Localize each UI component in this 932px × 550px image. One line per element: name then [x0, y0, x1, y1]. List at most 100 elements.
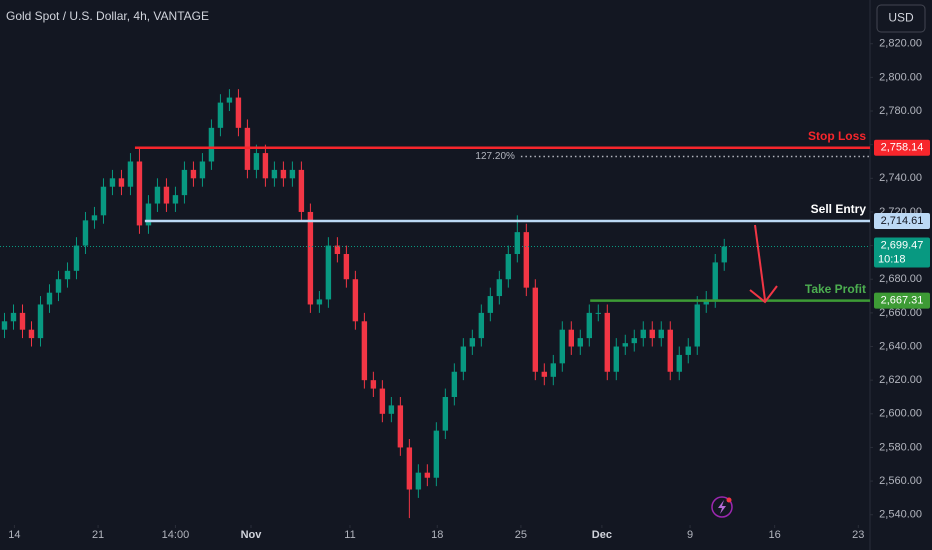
candle-body — [199, 161, 206, 179]
candle-body — [379, 388, 386, 414]
candle-body — [469, 338, 476, 347]
currency-label[interactable]: USD — [888, 11, 914, 25]
candle-body — [1, 321, 8, 330]
y-tick-label: 2,560.00 — [879, 475, 922, 487]
candle-body — [631, 338, 637, 344]
y-tick-label: 2,800.00 — [879, 71, 922, 83]
candle-body — [433, 430, 440, 478]
arrow-shaft — [754, 224, 766, 301]
candle-body — [568, 329, 575, 347]
icon-dot[interactable] — [726, 497, 732, 503]
candle-body — [154, 186, 161, 204]
candle-body — [649, 329, 655, 339]
y-tick-label: 2,740.00 — [879, 172, 922, 184]
candle-body — [361, 321, 368, 381]
candle-body — [388, 405, 395, 414]
candle-body — [64, 270, 71, 280]
candle-body — [289, 169, 296, 179]
candle-body — [37, 304, 44, 339]
candle-body — [523, 232, 530, 288]
level-tag-label: 2,667.31 — [881, 294, 924, 306]
candle-body — [46, 292, 53, 305]
candle-body — [325, 245, 332, 300]
candle-body — [145, 203, 152, 226]
candle-body — [577, 338, 583, 347]
candle-body — [91, 215, 98, 221]
level-name: Stop Loss — [808, 129, 866, 143]
candle-body — [406, 447, 413, 490]
icon-bolt[interactable] — [718, 500, 726, 514]
candle-body — [541, 371, 548, 377]
candle-body — [163, 186, 170, 204]
candle-body — [10, 312, 17, 322]
candle-body — [82, 220, 89, 246]
candle-body — [172, 195, 179, 204]
plot: 127.20% Stop Loss Sell Entry Take Profit — [0, 89, 870, 519]
currency-button-frame[interactable] — [876, 4, 926, 33]
candle-body — [28, 329, 35, 339]
level-tag-label: 2,758.14 — [881, 142, 924, 154]
last-price-tag — [874, 237, 930, 268]
candle-body — [235, 97, 242, 128]
y-tick-label: 2,600.00 — [879, 408, 922, 420]
candle-body — [334, 245, 341, 255]
candle-body — [100, 186, 107, 216]
candle-body — [613, 346, 619, 372]
candle-body — [298, 169, 305, 212]
x-tick-label: 14 — [8, 529, 20, 541]
currency-button[interactable]: USD — [876, 4, 926, 33]
candle-body — [127, 161, 134, 187]
candle-body — [532, 287, 539, 372]
sell-arrow — [749, 224, 778, 304]
y-tick-label: 2,780.00 — [879, 105, 922, 117]
level-name: Take Profit — [805, 282, 866, 296]
candle-body — [118, 178, 125, 187]
candle-body — [280, 169, 287, 179]
x-tick-label: 23 — [852, 529, 864, 541]
x-tick-label: Dec — [592, 529, 612, 541]
candle-body — [415, 472, 422, 490]
lightning-icon[interactable] — [711, 496, 733, 518]
candle-body — [73, 245, 80, 271]
candle-body — [487, 296, 494, 313]
icon-ring[interactable] — [711, 496, 733, 518]
candle-body — [307, 211, 314, 305]
candle-body — [694, 304, 700, 347]
candle-body — [226, 97, 233, 103]
x-tick-label: 9 — [687, 529, 693, 541]
candle-body — [559, 329, 566, 364]
candle-body — [253, 153, 260, 170]
x-tick-label: Nov — [241, 529, 263, 541]
last-price-label: 2,699.47 — [881, 239, 924, 251]
level-tag-label: 2,714.61 — [881, 215, 924, 227]
candle-body — [370, 380, 377, 389]
candle-body — [352, 279, 359, 322]
candle-body — [478, 312, 485, 339]
candle-body — [442, 396, 449, 431]
candle-body — [217, 102, 224, 128]
candle-body — [496, 279, 503, 297]
y-tick-label: 2,660.00 — [879, 307, 922, 319]
candle-body — [703, 299, 709, 305]
candle-body — [505, 254, 512, 280]
x-tick-label: 14:00 — [162, 529, 190, 541]
candle-body — [460, 346, 467, 372]
candle-body — [514, 232, 521, 255]
level-tag — [874, 213, 930, 230]
candle-body — [271, 169, 278, 179]
candle-body — [451, 371, 458, 397]
countdown: 10:18 — [878, 253, 906, 265]
candle-body — [262, 153, 269, 179]
level-tag — [874, 139, 930, 156]
x-tick-label: 25 — [515, 529, 527, 541]
candle-body — [658, 329, 664, 339]
candle-body — [190, 169, 197, 179]
level-name: Sell Entry — [811, 202, 867, 216]
candle-body — [676, 354, 682, 372]
fib-label: 127.20% — [475, 151, 515, 162]
candle-body — [343, 254, 350, 280]
x-tick-label: 18 — [431, 529, 443, 541]
candle-body — [685, 346, 691, 355]
y-tick-label: 2,620.00 — [879, 374, 922, 386]
